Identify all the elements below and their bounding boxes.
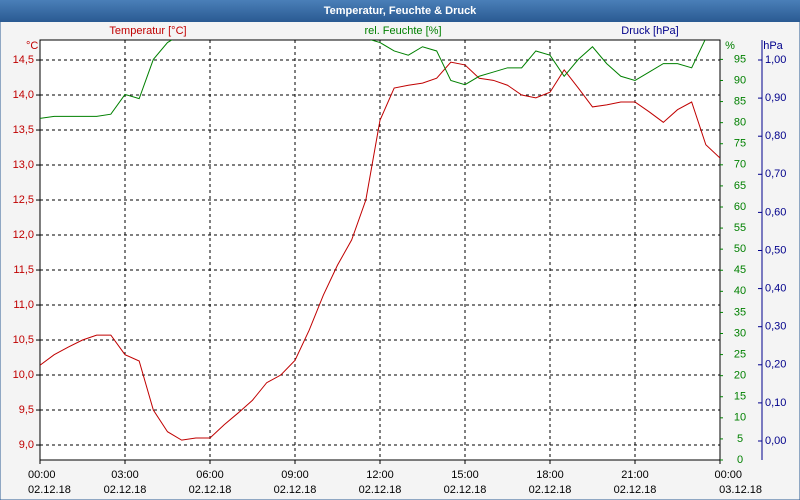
y2-tick-label: 95 bbox=[734, 53, 746, 65]
y3-unit: hPa bbox=[763, 40, 783, 52]
y2-tick-label: 20 bbox=[734, 370, 746, 382]
y2-tick-label: 65 bbox=[734, 180, 746, 192]
title-bar bbox=[0, 0, 800, 22]
x-tick-label: 18:00 bbox=[536, 469, 564, 481]
y2-tick-label: 45 bbox=[734, 264, 746, 276]
y2-axis-title: rel. Feuchte [%] bbox=[364, 25, 441, 37]
y2-tick-label: 40 bbox=[734, 285, 746, 297]
y2-tick-label: 30 bbox=[734, 327, 746, 339]
y2-tick-label: 70 bbox=[734, 159, 746, 171]
x-tick-label: 00:00 bbox=[28, 469, 56, 481]
y-tick-label: 12,0 bbox=[13, 229, 34, 241]
y-tick-label: 11,5 bbox=[13, 264, 34, 276]
y2-tick-label: 35 bbox=[734, 306, 746, 318]
y-axis-title: Temperatur [°C] bbox=[109, 25, 186, 37]
y3-tick-label: 0,40 bbox=[765, 283, 786, 295]
y-tick-label: 9,0 bbox=[19, 439, 34, 451]
y3-tick-label: 0,00 bbox=[765, 435, 786, 447]
y2-tick-label: 80 bbox=[734, 117, 746, 129]
y2-tick-label: 60 bbox=[734, 201, 746, 213]
y-tick-label: 11,0 bbox=[13, 299, 34, 311]
y3-tick-label: 0,70 bbox=[765, 168, 786, 180]
y3-tick-label: 0,80 bbox=[765, 130, 786, 142]
y-tick-label: 13,0 bbox=[13, 159, 34, 171]
y2-tick-label: 0 bbox=[737, 454, 743, 466]
x-tick-date: 02.12.18 bbox=[614, 484, 657, 496]
y2-tick-label: 55 bbox=[734, 222, 746, 234]
y2-tick-label: 90 bbox=[734, 74, 746, 86]
x-tick-label: 06:00 bbox=[196, 469, 224, 481]
y2-tick-label: 75 bbox=[734, 138, 746, 150]
x-tick-date: 02.12.18 bbox=[274, 484, 317, 496]
y-tick-label: 13,5 bbox=[13, 124, 34, 136]
x-tick-date: 02.12.18 bbox=[189, 484, 232, 496]
x-tick-date: 02.12.18 bbox=[359, 484, 402, 496]
y3-tick-label: 0,20 bbox=[765, 359, 786, 371]
x-tick-label: 00:00 bbox=[714, 469, 742, 481]
y3-tick-label: 0,30 bbox=[765, 321, 786, 333]
y-tick-label: 10,5 bbox=[13, 334, 34, 346]
chart-title: Temperatur, Feuchte & Druck bbox=[324, 5, 477, 17]
y2-tick-label: 25 bbox=[734, 348, 746, 360]
x-tick-date: 03.12.18 bbox=[719, 484, 762, 496]
y2-tick-label: 85 bbox=[734, 95, 746, 107]
y3-tick-label: 0,50 bbox=[765, 244, 786, 256]
y2-tick-label: 15 bbox=[734, 391, 746, 403]
x-tick-label: 21:00 bbox=[621, 469, 649, 481]
y-tick-label: 12,5 bbox=[13, 194, 34, 206]
x-tick-label: 12:00 bbox=[366, 469, 394, 481]
y3-tick-label: 0,90 bbox=[765, 92, 786, 104]
y-unit: °C bbox=[26, 40, 38, 52]
y-tick-label: 9,5 bbox=[19, 404, 34, 416]
x-tick-label: 15:00 bbox=[451, 469, 479, 481]
x-tick-date: 02.12.18 bbox=[444, 484, 487, 496]
x-tick-label: 03:00 bbox=[111, 469, 139, 481]
data-line bbox=[40, 61, 720, 441]
x-tick-date: 02.12.18 bbox=[529, 484, 572, 496]
x-tick-date: 02.12.18 bbox=[104, 484, 147, 496]
y-tick-label: 14,5 bbox=[13, 54, 34, 66]
data-line bbox=[40, 40, 706, 119]
y2-tick-label: 50 bbox=[734, 243, 746, 255]
y-tick-label: 10,0 bbox=[13, 369, 34, 381]
y3-axis-title: Druck [hPa] bbox=[621, 25, 678, 37]
y-tick-label: 14,0 bbox=[13, 89, 34, 101]
y3-tick-label: 0,60 bbox=[765, 206, 786, 218]
y2-tick-label: 10 bbox=[734, 412, 746, 424]
y3-tick-label: 1,00 bbox=[765, 54, 786, 66]
y2-unit: % bbox=[725, 40, 735, 52]
x-tick-label: 09:00 bbox=[281, 469, 309, 481]
y3-tick-label: 0,10 bbox=[765, 397, 786, 409]
x-tick-date: 02.12.18 bbox=[28, 484, 71, 496]
y2-tick-label: 5 bbox=[737, 433, 743, 445]
